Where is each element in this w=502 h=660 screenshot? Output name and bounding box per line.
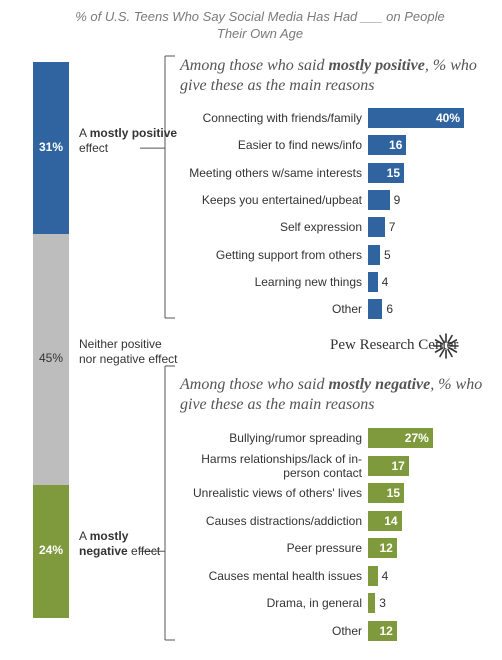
reason-value-label: 3 bbox=[379, 596, 386, 610]
stack-value-label-0: 31% bbox=[38, 140, 64, 155]
reason-label: Keeps you entertained/upbeat bbox=[201, 192, 362, 207]
reason-value-label: 17 bbox=[391, 458, 405, 473]
reason-bar bbox=[368, 565, 378, 586]
reason-label: Other bbox=[331, 623, 362, 638]
reason-value-label: 6 bbox=[386, 302, 394, 317]
stack-category-label-0: A mostly positive effect bbox=[79, 126, 178, 156]
reason-value-label: 12 bbox=[379, 623, 393, 638]
reason-label: Drama, in general bbox=[266, 596, 362, 610]
reason-value-label: 27% bbox=[404, 431, 429, 445]
stack-segment-1: 45% bbox=[33, 234, 69, 485]
reason-value-label: 14 bbox=[384, 513, 398, 528]
stack-segment-0: 31% bbox=[33, 62, 69, 235]
reason-label: Bullying/rumor spreading bbox=[229, 431, 362, 445]
reason-bar bbox=[368, 244, 380, 265]
reason-value-label: 16 bbox=[389, 138, 403, 153]
reason-label: Harms relationships/lack of in-person co… bbox=[201, 451, 362, 480]
stack-category-label-1: Neither positive nor negative effect bbox=[79, 337, 178, 367]
reason-label: Causes mental health issues bbox=[208, 568, 362, 583]
source-logo-text: Pew Research Center bbox=[330, 337, 459, 353]
reason-bar bbox=[368, 108, 464, 128]
reason-label: Unrealistic views of others' lives bbox=[192, 486, 362, 500]
reason-label: Other bbox=[331, 302, 362, 317]
reason-bar bbox=[368, 428, 433, 448]
reason-value-label: 15 bbox=[386, 165, 400, 180]
reason-bar bbox=[368, 162, 404, 183]
reason-bar bbox=[368, 299, 383, 320]
chart-title: % of U.S. Teens Who Say Social Media Has… bbox=[75, 9, 445, 41]
panel-subtitle-0: Among those who said mostly positive, % … bbox=[180, 57, 477, 94]
reason-bar bbox=[368, 217, 385, 238]
reason-bar bbox=[368, 620, 397, 641]
stack-value-label-1: 45% bbox=[38, 351, 64, 366]
reason-bar bbox=[368, 593, 376, 613]
reason-label: Self expression bbox=[279, 220, 362, 235]
reason-value-label: 4 bbox=[381, 568, 389, 583]
reason-label: Easier to find news/info bbox=[237, 138, 362, 153]
reason-value-label: 5 bbox=[384, 247, 391, 262]
reason-value-label: 9 bbox=[393, 192, 401, 207]
reason-label: Peer pressure bbox=[286, 541, 362, 555]
reason-label: Connecting with friends/family bbox=[202, 111, 362, 125]
reason-value-label: 40% bbox=[435, 111, 460, 125]
reason-value-label: 12 bbox=[379, 541, 393, 555]
reason-label: Causes distractions/addiction bbox=[205, 513, 362, 528]
reason-value-label: 15 bbox=[386, 486, 400, 500]
panel-subtitle-1: Among those who said mostly negative, % … bbox=[180, 376, 483, 413]
stack-value-label-2: 24% bbox=[38, 543, 64, 558]
reason-bar bbox=[368, 271, 378, 292]
reason-bar bbox=[368, 510, 402, 531]
reason-value-label: 7 bbox=[388, 220, 396, 235]
pew-logo-icon bbox=[433, 333, 459, 359]
reason-bar bbox=[368, 538, 397, 558]
reason-bar bbox=[368, 135, 407, 156]
reason-value-label: 4 bbox=[381, 274, 389, 289]
reason-label: Meeting others w/same interests bbox=[189, 165, 362, 180]
reason-label: Learning new things bbox=[254, 274, 362, 289]
reason-label: Getting support from others bbox=[215, 247, 362, 262]
stack-segment-2: 24% bbox=[33, 484, 69, 618]
reason-bar bbox=[368, 483, 404, 503]
reason-bar bbox=[368, 189, 390, 210]
reason-bar bbox=[368, 455, 409, 476]
stack-category-label-2: A mostly negative effect bbox=[79, 529, 161, 559]
